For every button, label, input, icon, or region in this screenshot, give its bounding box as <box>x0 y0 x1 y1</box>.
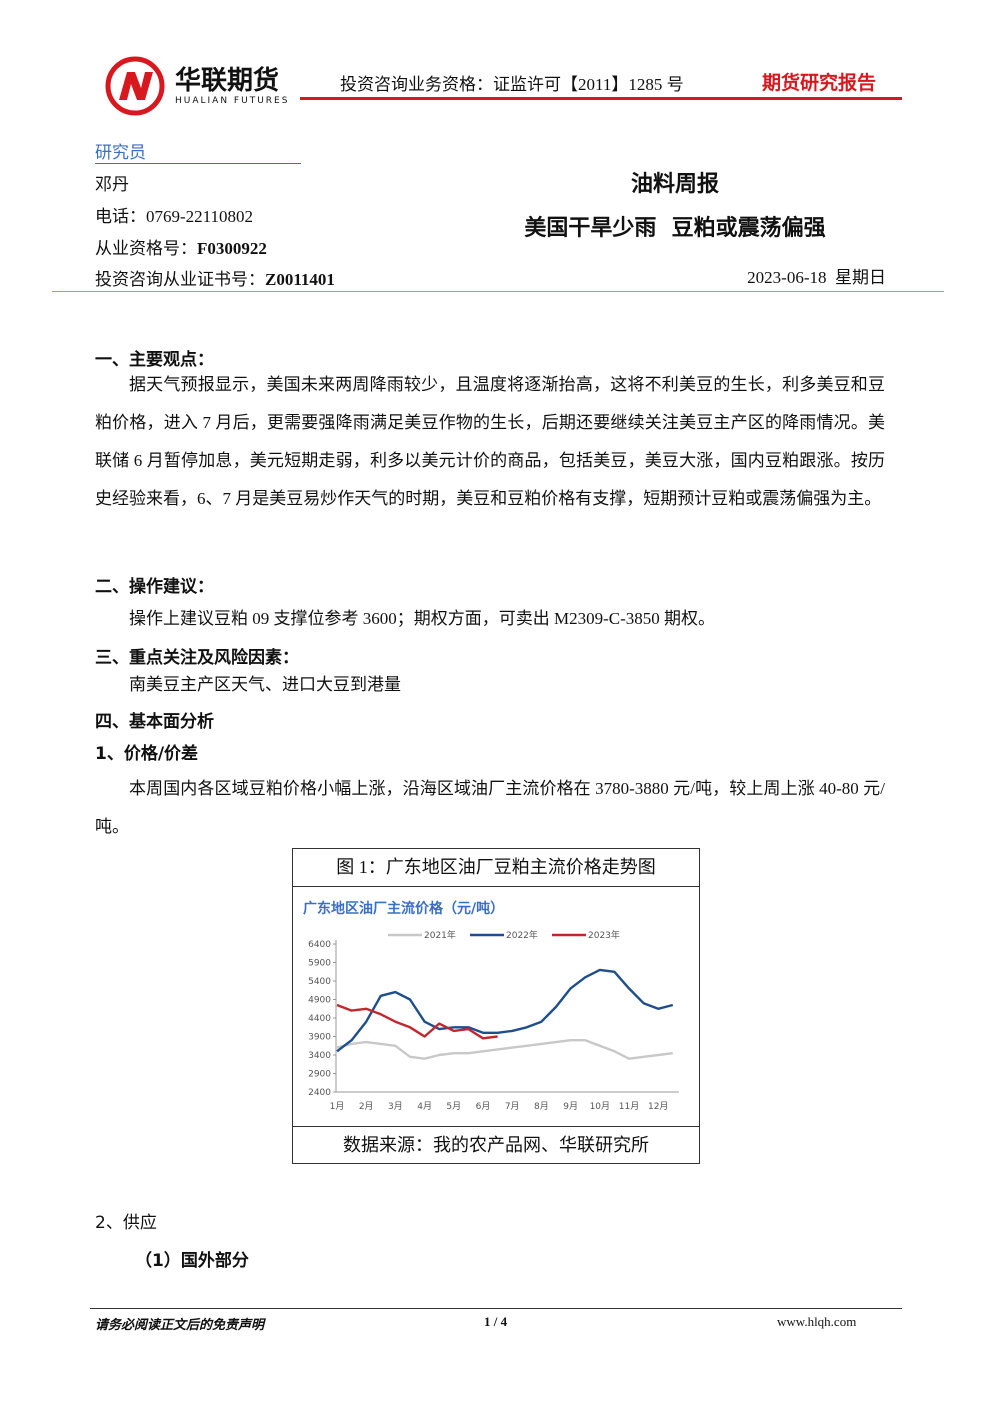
y-tick-label: 4900 <box>308 996 331 1006</box>
x-tick-label: 9月 <box>563 1101 578 1112</box>
value: Z0011401 <box>265 270 335 289</box>
x-tick-label: 3月 <box>388 1101 403 1112</box>
x-tick-label: 1月 <box>330 1101 345 1112</box>
section-heading: 1、价格/价差 <box>95 744 199 764</box>
header-rule <box>300 97 902 100</box>
x-tick-label: 6月 <box>476 1101 491 1112</box>
logo-mark <box>105 56 165 116</box>
label: 从业资格号： <box>95 239 197 258</box>
y-tick-label: 2900 <box>308 1070 331 1080</box>
qualification: 从业资格号：F0300922 <box>95 234 267 259</box>
chart-title: 广东地区油厂主流价格（元/吨） <box>303 900 504 917</box>
x-tick-label: 10月 <box>590 1101 610 1112</box>
paragraph: 操作上建议豆粕 09 支撑位参考 3600；期权方面，可卖出 M2309-C-3… <box>129 609 716 628</box>
footer-rule <box>90 1308 902 1309</box>
logo-en: HUALIAN FUTURES <box>175 96 290 106</box>
paragraph: 本周国内各区域豆粕价格小幅上涨，沿海区域油厂主流价格在 3780-3880 元/… <box>95 779 885 836</box>
legend-label: 2021年 <box>424 929 456 941</box>
report-category: 油料周报 <box>630 172 719 197</box>
x-tick-label: 7月 <box>505 1101 520 1112</box>
license: 投资咨询业务资格：证监许可【2011】1285 号 <box>340 75 684 94</box>
x-tick-label: 2月 <box>359 1101 374 1112</box>
phone: 电话：0769-22110802 <box>95 207 254 226</box>
figure-caption: 图 1：广东地区油厂豆粕主流价格走势图 <box>293 849 699 887</box>
legend-label: 2023年 <box>588 929 620 941</box>
legend-label: 2022年 <box>506 929 538 941</box>
report-date: 2023-06-18 星期日 <box>747 268 886 287</box>
y-tick-label: 5400 <box>308 977 331 987</box>
y-tick-label: 6400 <box>308 940 331 950</box>
researcher-name: 邓丹 <box>95 175 129 194</box>
logo-cn: 华联期货 <box>175 66 280 96</box>
series-line <box>336 1003 498 1040</box>
y-tick-label: 2400 <box>308 1088 331 1098</box>
rule <box>52 291 944 292</box>
figure-box: 图 1：广东地区油厂豆粕主流价格走势图 广东地区油厂主流价格（元/吨） 2400 2… <box>292 848 700 1164</box>
section-heading: 二、操作建议： <box>95 577 214 597</box>
y-tick-label: 5900 <box>308 959 331 969</box>
x-tick-label: 5月 <box>446 1101 461 1112</box>
x-tick-label: 12月 <box>648 1101 668 1112</box>
figure-source: 数据来源：我的农产品网、华联研究所 <box>293 1126 699 1164</box>
report-title: 美国干旱少雨 豆粕或震荡偏强 <box>524 216 826 241</box>
x-tick-label: 8月 <box>534 1101 549 1112</box>
paragraph: 南美豆主产区天气、进口大豆到港量 <box>129 675 401 694</box>
section-heading: 四、基本面分析 <box>95 712 214 732</box>
section-heading: 一、主要观点： <box>95 350 214 370</box>
x-tick-label: 11月 <box>619 1101 639 1112</box>
site: www.hlqh.com <box>777 1314 857 1329</box>
certificate: 投资咨询从业证书号：Z0011401 <box>95 265 335 290</box>
chart: 广东地区油厂主流价格（元/吨） 2400 2900 3400 3900 4400 4900 5… <box>303 900 679 1112</box>
y-tick-label: 3400 <box>308 1051 331 1061</box>
rule <box>95 163 301 164</box>
label: 投资咨询从业证书号： <box>95 270 265 289</box>
value: F0300922 <box>197 239 267 258</box>
report-type: 期货研究报告 <box>762 72 877 94</box>
y-tick-label: 4400 <box>308 1014 331 1024</box>
page-number: 1 / 4 <box>484 1314 508 1329</box>
series-line <box>336 1039 673 1060</box>
subheading: （1）国外部分 <box>135 1251 249 1271</box>
section-heading: 2、供应 <box>95 1213 157 1233</box>
section-heading: 三、重点关注及风险因素： <box>95 648 299 668</box>
researcher-heading: 研究员 <box>95 143 146 163</box>
x-tick-label: 4月 <box>417 1101 432 1112</box>
disclaimer: 请务必阅读正文后的免责声明 <box>95 1317 265 1332</box>
series-line <box>336 968 674 1053</box>
y-tick-label: 3900 <box>308 1033 331 1043</box>
paragraph: 据天气预报显示，美国未来两周降雨较少，且温度将逐渐抬高，这将不利美豆的生长，利多… <box>95 375 885 508</box>
